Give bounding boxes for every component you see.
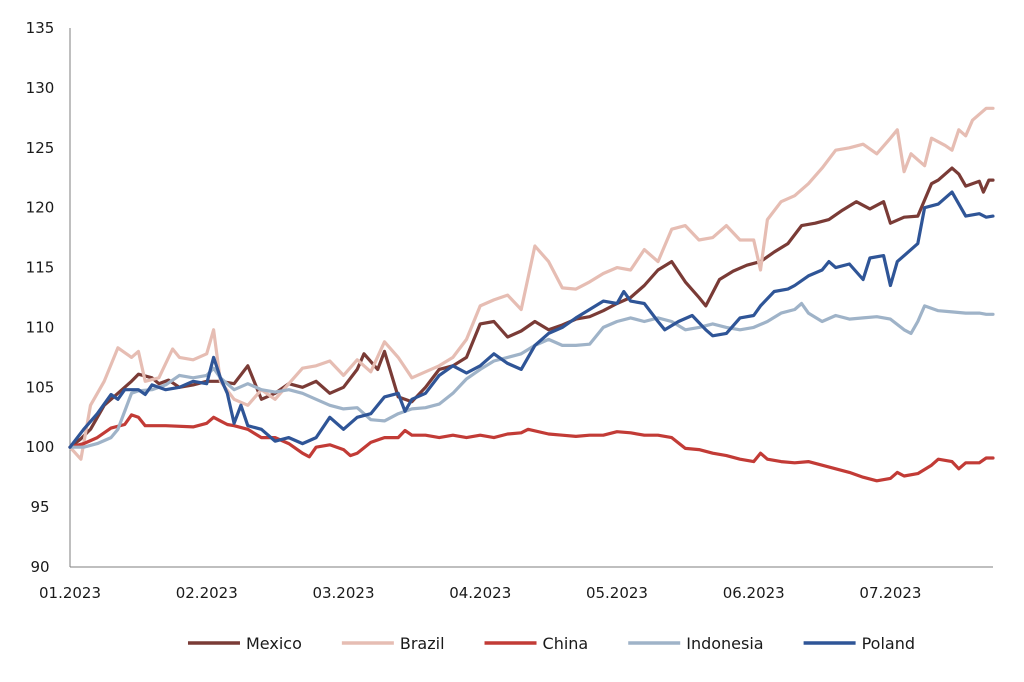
legend-label: Brazil [400,634,445,653]
series-line-china [68,413,995,483]
x-tick-label: 06.2023 [723,584,785,602]
series-line-mexico [68,166,995,449]
y-tick-label: 125 [26,139,55,157]
y-axis: 90 95 100 105 110 115 120 125 130 135 [26,19,71,576]
legend-label: Mexico [246,634,302,653]
series-lines [68,106,995,483]
y-tick-label: 90 [30,558,49,576]
legend: Mexico Brazil China Indonesia Poland [187,634,915,653]
y-tick-label: 105 [26,378,55,396]
legend-item-china: China [484,634,589,653]
series-line-brazil [68,106,995,461]
y-tick-label: 130 [26,79,55,97]
legend-item-mexico: Mexico [187,634,302,653]
series-line-indonesia [68,301,995,449]
x-axis: 01.2023 02.2023 03.2023 04.2023 05.2023 06.20… [39,566,993,602]
y-tick-label: 95 [30,498,49,516]
legend-label: Poland [862,634,915,653]
legend-item-poland: Poland [803,634,915,653]
y-tick-label: 100 [26,438,55,456]
x-tick-label: 04.2023 [449,584,511,602]
y-tick-label: 135 [26,19,55,37]
y-tick-label: 120 [26,199,55,217]
y-tick-label: 115 [26,259,55,277]
legend-label: China [543,634,589,653]
x-tick-label: 05.2023 [586,584,648,602]
legend-label: Indonesia [686,634,763,653]
legend-item-brazil: Brazil [341,634,445,653]
series-line-poland [68,190,995,449]
x-tick-label: 01.2023 [39,584,101,602]
x-tick-label: 03.2023 [312,584,374,602]
x-tick-label: 07.2023 [859,584,921,602]
x-tick-label: 02.2023 [176,584,238,602]
y-tick-label: 110 [26,318,55,336]
legend-item-indonesia: Indonesia [628,634,764,653]
